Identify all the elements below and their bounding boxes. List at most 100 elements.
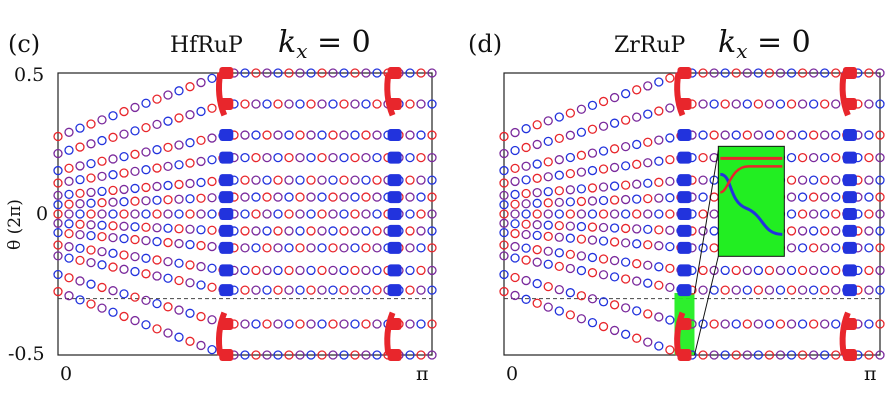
crossing-block-d <box>842 174 857 187</box>
band-point-c <box>207 176 217 187</box>
band-point-c <box>185 158 195 168</box>
band-point-c <box>273 152 283 163</box>
band-point-c <box>295 175 305 185</box>
band-point-c <box>427 285 437 295</box>
band-point-d <box>620 329 631 339</box>
band-point-d <box>565 108 576 118</box>
band-point-c <box>174 209 184 219</box>
band-point-d <box>576 209 587 219</box>
band-point-c <box>306 192 316 202</box>
band-point-d <box>532 120 542 130</box>
band-point-c <box>196 261 206 272</box>
band-point-d <box>499 200 509 210</box>
crossing-block-c <box>387 241 402 254</box>
band-point-c <box>240 175 250 185</box>
band-point-c <box>207 155 217 165</box>
band-point-d <box>620 115 631 125</box>
band-point-c <box>416 175 426 185</box>
band-point-d <box>499 131 509 142</box>
band-point-c <box>350 152 360 163</box>
band-point-d <box>654 156 664 166</box>
crossing-block-c <box>219 264 234 277</box>
band-point-c <box>416 265 426 276</box>
band-point-c <box>130 149 140 159</box>
band-point-c <box>86 198 96 208</box>
band-point-c <box>130 315 140 326</box>
band-point-c <box>119 151 129 162</box>
band-point-c <box>328 152 338 163</box>
band-point-c <box>262 68 272 78</box>
band-point-d <box>565 288 576 298</box>
band-point-c <box>405 192 415 202</box>
band-point-c <box>317 130 327 140</box>
band-point-d <box>532 245 542 255</box>
band-point-c <box>372 130 382 140</box>
band-point-d <box>831 192 841 202</box>
band-point-c <box>284 192 294 202</box>
band-point-c <box>405 130 415 140</box>
band-point-d <box>654 280 664 290</box>
band-point-c <box>86 230 96 241</box>
band-point-d <box>543 302 553 312</box>
band-point-d <box>797 68 808 78</box>
band-point-c <box>350 99 360 109</box>
crossing-block-d <box>842 224 857 237</box>
band-point-c <box>339 319 349 329</box>
band-point-d <box>643 260 653 270</box>
band-point-d <box>510 189 520 200</box>
band-point-d <box>499 209 509 219</box>
band-point-c <box>339 130 349 140</box>
band-point-d <box>609 255 620 266</box>
band-point-d <box>510 127 520 138</box>
band-point-c <box>251 243 261 253</box>
band-point-c <box>53 200 63 210</box>
band-point-d <box>864 152 874 163</box>
band-point-d <box>499 148 509 159</box>
band-point-c <box>306 130 316 140</box>
band-point-d <box>775 99 786 109</box>
band-point-c <box>405 285 415 295</box>
band-point-c <box>108 248 118 258</box>
band-point-c <box>372 175 382 185</box>
band-point-d <box>576 196 587 207</box>
band-point-c <box>174 113 184 123</box>
band-point-d <box>831 175 841 185</box>
band-point-c <box>427 192 437 202</box>
x-tick-label-c-pi: π <box>416 363 429 385</box>
x-tick-label-c-0: 0 <box>60 363 72 385</box>
band-point-c <box>152 298 162 309</box>
crossing-block-c <box>387 264 402 277</box>
band-point-d <box>775 319 786 329</box>
band-point-c <box>273 285 283 295</box>
band-point-d <box>643 224 653 235</box>
band-point-c <box>196 77 206 88</box>
band-point-d <box>654 135 664 145</box>
band-point-d <box>654 341 664 351</box>
crossing-block-c <box>219 174 234 187</box>
band-point-d <box>554 209 564 219</box>
band-point-c <box>64 189 74 200</box>
band-point-c <box>53 227 63 238</box>
band-point-d <box>808 350 819 360</box>
band-point-c <box>361 192 371 202</box>
band-point-c <box>339 226 349 236</box>
inset-curve-upper-d <box>719 165 783 194</box>
band-point-c <box>130 166 140 177</box>
band-point-d <box>576 127 587 137</box>
band-point-c <box>251 209 261 219</box>
band-point-d <box>632 179 642 189</box>
crossing-block-d <box>677 191 692 204</box>
band-point-c <box>185 260 195 270</box>
crossing-arc-bottom-d <box>839 311 851 356</box>
band-point-c <box>295 350 305 360</box>
band-point-d <box>720 285 730 295</box>
band-point-d <box>543 157 553 167</box>
band-point-c <box>119 311 129 322</box>
band-point-c <box>86 173 96 183</box>
band-point-d <box>576 221 587 232</box>
band-point-d <box>820 265 830 276</box>
band-point-d <box>609 162 620 173</box>
band-point-d <box>753 350 764 360</box>
band-point-d <box>609 237 620 247</box>
